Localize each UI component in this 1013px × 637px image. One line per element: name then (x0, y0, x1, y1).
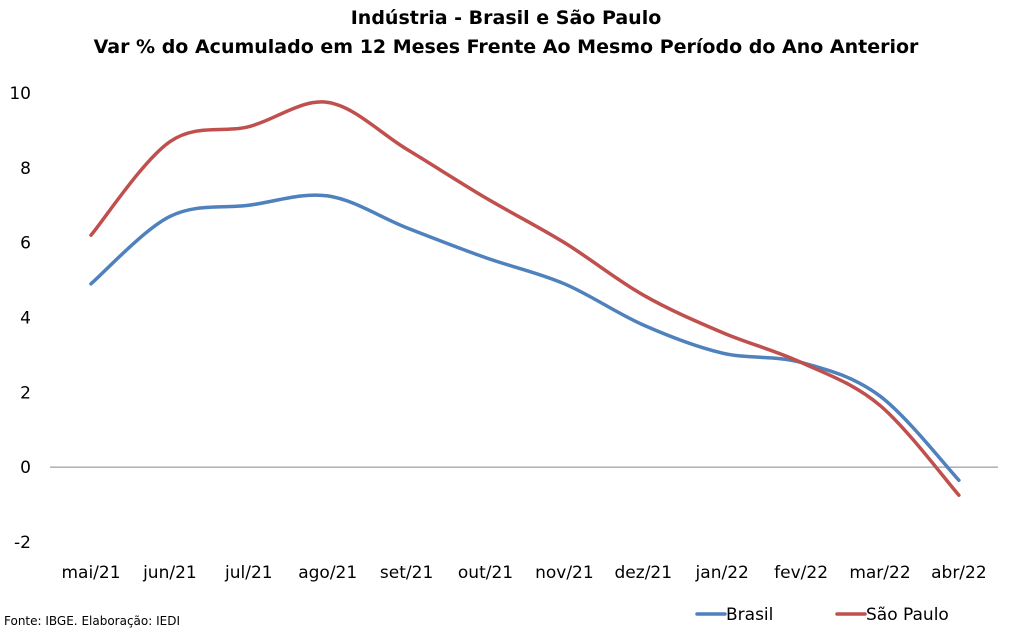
x-tick-label: dez/21 (615, 563, 673, 583)
chart-title: Indústria - Brasil e São Paulo (351, 7, 662, 29)
x-tick-label: mar/22 (849, 563, 910, 583)
source-note: Fonte: IBGE. Elaboração: IEDI (4, 614, 180, 628)
series-line-brasil (89, 193, 961, 483)
legend: Brasil São Paulo (695, 605, 949, 625)
x-tick-label: jan/22 (695, 563, 749, 583)
x-tick-label: fev/22 (774, 563, 828, 583)
y-tick-label: -2 (14, 533, 31, 553)
x-tick-label: out/21 (458, 563, 513, 583)
y-tick-label: 4 (20, 309, 31, 329)
y-tick-label: 2 (20, 383, 31, 403)
x-tick-label: set/21 (380, 563, 433, 583)
x-tick-label: ago/21 (298, 563, 357, 583)
legend-label-brasil: Brasil (726, 605, 773, 625)
y-tick-label: 10 (9, 84, 31, 104)
series-group (89, 100, 961, 497)
x-tick-label: jul/21 (224, 563, 273, 583)
x-tick-label: jun/21 (142, 563, 197, 583)
x-tick-label: mai/21 (61, 563, 120, 583)
y-tick-label: 0 (20, 458, 31, 478)
y-tick-label: 8 (20, 159, 31, 179)
x-tick-label: nov/21 (535, 563, 594, 583)
y-axis: -2 0 2 4 6 8 10 (9, 84, 31, 553)
legend-label-sao-paulo: São Paulo (866, 605, 949, 625)
y-tick-label: 6 (20, 234, 31, 254)
chart-subtitle: Var % do Acumulado em 12 Meses Frente Ao… (94, 36, 919, 58)
series-line-sao-paulo (89, 100, 961, 497)
x-axis: mai/21 jun/21 jul/21 ago/21 set/21 out/21 nov/… (61, 563, 986, 583)
x-tick-label: abr/22 (931, 563, 987, 583)
